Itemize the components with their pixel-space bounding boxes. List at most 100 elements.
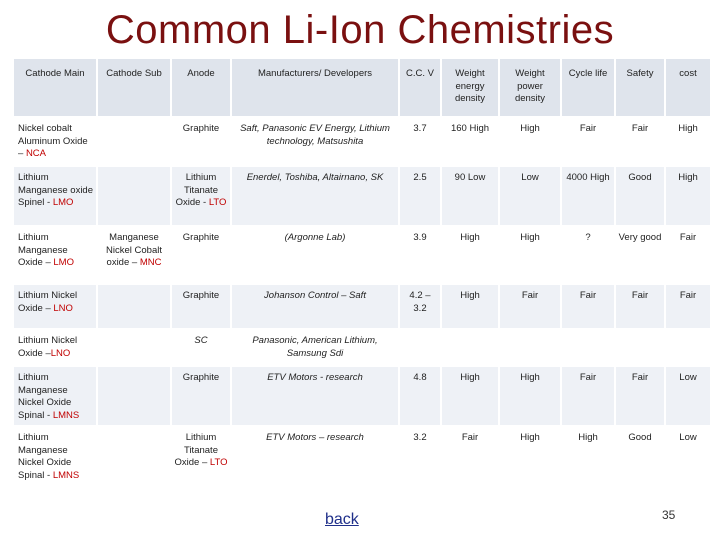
energy-density-cell: 90 Low: [442, 167, 498, 225]
table-row: Lithium Nickel Oxide – LNO Graphite Joha…: [14, 285, 710, 328]
header-power-density: Weight power density: [500, 59, 560, 116]
cost-cell: High: [666, 167, 710, 225]
table-row: Lithium Manganese oxide Spinel - LMO Lit…: [14, 167, 710, 225]
header-cycle-life: Cycle life: [562, 59, 614, 116]
energy-density-cell: [442, 330, 498, 365]
safety-cell: Very good: [616, 227, 664, 283]
table-row: Lithium Manganese Oxide – LMO Manganese …: [14, 227, 710, 283]
chemistry-code: LNO: [53, 302, 73, 314]
anode-cell: SC: [172, 330, 230, 365]
header-ccv: C.C. V: [400, 59, 440, 116]
power-density-cell: High: [500, 427, 560, 485]
header-cathode-sub: Cathode Sub: [98, 59, 170, 116]
cathode-main-cell: Lithium Manganese Nickel Oxide Spinal - …: [14, 367, 96, 425]
anode-cell: Lithium Titanate Oxide - LTO: [172, 167, 230, 225]
header-safety: Safety: [616, 59, 664, 116]
safety-cell: Fair: [616, 367, 664, 425]
anode-cell: Graphite: [172, 118, 230, 165]
back-link[interactable]: back: [325, 511, 359, 528]
chemistry-code: NCA: [25, 148, 46, 159]
cathode-main-cell: Lithium Manganese oxide Spinel - LMO: [14, 167, 96, 225]
safety-cell: Fair: [616, 118, 664, 165]
power-density-cell: High: [500, 227, 560, 283]
cost-cell: Fair: [666, 227, 710, 283]
manufacturers-cell: (Argonne Lab): [232, 227, 398, 283]
manufacturers-cell: ETV Motors – research: [232, 427, 398, 485]
table-row: Lithium Manganese Nickel Oxide Spinal - …: [14, 427, 710, 485]
cathode-main-cell: Nickel cobalt Aluminum Oxide – NCA: [14, 118, 96, 165]
cost-cell: Low: [666, 427, 710, 485]
header-cathode-main: Cathode Main: [14, 59, 96, 116]
cycle-life-cell: ?: [562, 227, 614, 283]
anode-cell: Lithium Titanate Oxide – LTO: [172, 427, 230, 485]
cathode-sub-cell: [98, 118, 170, 165]
cycle-life-cell: Fair: [562, 285, 614, 328]
cathode-sub-cell: [98, 167, 170, 225]
chemistry-code: LMNS: [52, 469, 80, 481]
manufacturers-cell: Saft, Panasonic EV Energy, Lithium techn…: [232, 118, 398, 165]
manufacturers-cell: Panasonic, American Lithium, Samsung Sdi: [232, 330, 398, 365]
table-row: Lithium Manganese Nickel Oxide Spinal - …: [14, 367, 710, 425]
ccv-cell: [400, 330, 440, 365]
table-header-row: Cathode Main Cathode Sub Anode Manufactu…: [14, 59, 710, 116]
cycle-life-cell: Fair: [562, 367, 614, 425]
power-density-cell: High: [500, 367, 560, 425]
chemistry-code: LTO: [209, 457, 228, 468]
chemistry-code: MNC: [139, 257, 162, 268]
safety-cell: Good: [616, 427, 664, 485]
header-energy-density: Weight energy density: [442, 59, 498, 116]
header-cost: cost: [666, 59, 710, 116]
ccv-cell: 4.8: [400, 367, 440, 425]
ccv-cell: 3.7: [400, 118, 440, 165]
cathode-main-cell: Lithium Manganese Oxide – LMO: [14, 227, 96, 283]
cycle-life-cell: 4000 High: [562, 167, 614, 225]
header-manufacturers: Manufacturers/ Developers: [232, 59, 398, 116]
power-density-cell: High: [500, 118, 560, 165]
safety-cell: Fair: [616, 285, 664, 328]
page-number: 35: [662, 508, 676, 522]
chemistry-code: LMNS: [52, 409, 80, 421]
header-anode: Anode: [172, 59, 230, 116]
manufacturers-cell: Johanson Control – Saft: [232, 285, 398, 328]
chemistry-code: LMO: [52, 197, 74, 208]
anode-cell: Graphite: [172, 367, 230, 425]
cathode-main-cell: Lithium Nickel Oxide – LNO: [14, 285, 96, 328]
power-density-cell: Fair: [500, 285, 560, 328]
slide-title: Common Li-Ion Chemistries: [105, 8, 615, 52]
ccv-cell: 4.2 – 3.2: [400, 285, 440, 328]
power-density-cell: Low: [500, 167, 560, 225]
ccv-cell: 2.5: [400, 167, 440, 225]
safety-cell: [616, 330, 664, 365]
table-row: Nickel cobalt Aluminum Oxide – NCA Graph…: [14, 118, 710, 165]
ccv-cell: 3.9: [400, 227, 440, 283]
cathode-sub-cell: Manganese Nickel Cobalt oxide – MNC: [98, 227, 170, 283]
energy-density-cell: Fair: [442, 427, 498, 485]
energy-density-cell: High: [442, 367, 498, 425]
cycle-life-cell: [562, 330, 614, 365]
manufacturers-cell: Enerdel, Toshiba, Altairnano, SK: [232, 167, 398, 225]
safety-cell: Good: [616, 167, 664, 225]
cost-cell: High: [666, 118, 710, 165]
cycle-life-cell: High: [562, 427, 614, 485]
cycle-life-cell: Fair: [562, 118, 614, 165]
manufacturers-cell: ETV Motors - research: [232, 367, 398, 425]
anode-cell: Graphite: [172, 227, 230, 283]
energy-density-cell: High: [442, 285, 498, 328]
power-density-cell: [500, 330, 560, 365]
cathode-main-cell: Lithium Manganese Nickel Oxide Spinal - …: [14, 427, 96, 485]
cathode-main-cell: Lithium Nickel Oxide –LNO: [14, 330, 96, 365]
cathode-sub-cell: [98, 367, 170, 425]
cost-cell: Fair: [666, 285, 710, 328]
chemistry-code: LNO: [50, 347, 71, 359]
chemistry-code: LTO: [208, 197, 227, 208]
ccv-cell: 3.2: [400, 427, 440, 485]
cost-cell: Low: [666, 367, 710, 425]
cathode-sub-cell: [98, 285, 170, 328]
cathode-sub-cell: [98, 330, 170, 365]
energy-density-cell: 160 High: [442, 118, 498, 165]
cost-cell: [666, 330, 710, 365]
chemistry-code: LMO: [53, 257, 74, 268]
anode-cell: Graphite: [172, 285, 230, 328]
energy-density-cell: High: [442, 227, 498, 283]
table-row: Lithium Nickel Oxide –LNO SC Panasonic, …: [14, 330, 710, 365]
